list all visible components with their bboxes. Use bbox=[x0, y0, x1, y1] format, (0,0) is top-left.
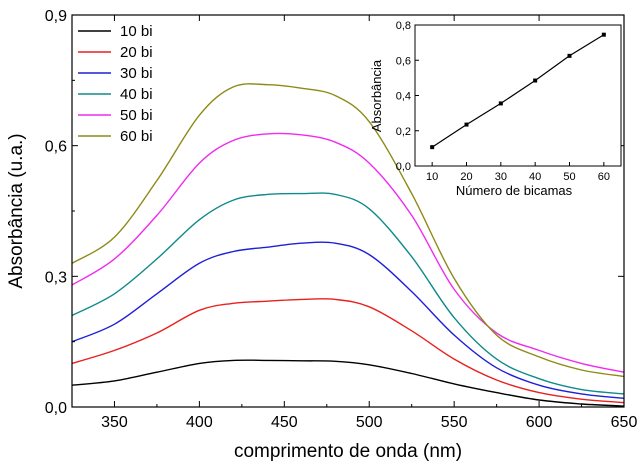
series-line-20-bi bbox=[71, 298, 625, 404]
y-tick-label: 0,9 bbox=[45, 8, 67, 25]
legend-label: 50 bi bbox=[120, 107, 153, 124]
y-tick-label: 0,3 bbox=[45, 269, 67, 286]
inset-y-tick-label: 0,4 bbox=[396, 91, 411, 103]
inset-y-axis-title: Absorbância bbox=[369, 59, 384, 132]
x-tick-label: 450 bbox=[271, 414, 298, 431]
inset-y-tick-label: 0,6 bbox=[396, 55, 411, 67]
legend-label: 40 bi bbox=[120, 86, 153, 103]
x-tick-label: 600 bbox=[526, 414, 553, 431]
inset-x-tick-label: 60 bbox=[598, 171, 610, 183]
inset-y-tick-label: 0,8 bbox=[396, 20, 411, 32]
legend-label: 30 bi bbox=[120, 65, 153, 82]
y-tick-label: 0,6 bbox=[45, 139, 67, 156]
inset-data-point bbox=[567, 53, 572, 58]
inset-x-tick-label: 10 bbox=[426, 171, 438, 183]
series-line-50-bi bbox=[71, 132, 625, 373]
main-ticks-group: 350 400 450 500 550 600 650 0,0 0,3 0,6 0,9 bbox=[45, 8, 638, 431]
legend-label: 20 bi bbox=[120, 44, 153, 61]
x-tick-label: 400 bbox=[186, 414, 213, 431]
inset-x-tick-label: 20 bbox=[460, 171, 472, 183]
inset-data-point bbox=[498, 101, 503, 106]
inset-ticks-group: 10 20 30 40 50 60 0,0 0,2 0,4 0,6 0,8 bbox=[396, 20, 610, 183]
series-line-10-bi bbox=[71, 359, 625, 407]
series-line-30-bi bbox=[71, 241, 625, 399]
inset-chart: 10 20 30 40 50 60 0,0 0,2 0,4 0,6 0,8 Número de bi… bbox=[369, 20, 622, 198]
inset-x-tick-label: 40 bbox=[529, 171, 541, 183]
x-tick-label: 650 bbox=[611, 414, 638, 431]
main-y-axis-title: Absorbância (u.a.) bbox=[6, 133, 27, 288]
y-tick-label: 0,0 bbox=[45, 400, 67, 417]
inset-plot-frame bbox=[414, 24, 622, 167]
main-series-group bbox=[71, 83, 625, 407]
legend-label: 60 bi bbox=[120, 128, 153, 145]
inset-x-tick-label: 30 bbox=[495, 171, 507, 183]
inset-y-tick-label: 0,0 bbox=[396, 161, 411, 173]
inset-series-group bbox=[430, 32, 606, 150]
series-line-40-bi bbox=[71, 192, 625, 395]
inset-data-point bbox=[533, 78, 538, 83]
inset-x-tick-label: 50 bbox=[563, 171, 575, 183]
legend: 10 bi 20 bi 30 bi 40 bi 50 bi 60 bi bbox=[78, 23, 153, 145]
inset-y-tick-label: 0,2 bbox=[396, 126, 411, 138]
inset-data-point bbox=[464, 122, 469, 127]
main-chart: 350 400 450 500 550 600 650 0,0 0,3 0,6 0,9 compri… bbox=[6, 8, 637, 462]
inset-data-point bbox=[601, 32, 606, 37]
x-tick-label: 500 bbox=[356, 414, 383, 431]
main-x-axis-title: comprimento de onda (nm) bbox=[234, 441, 462, 462]
inset-x-axis-title: Número de bicamas bbox=[456, 183, 573, 198]
series-line-60-bi bbox=[71, 83, 625, 378]
inset-fit-line bbox=[431, 34, 605, 148]
inset-data-point bbox=[430, 145, 435, 150]
x-tick-label: 350 bbox=[101, 414, 128, 431]
legend-label: 10 bi bbox=[120, 23, 153, 40]
x-tick-label: 550 bbox=[441, 414, 468, 431]
